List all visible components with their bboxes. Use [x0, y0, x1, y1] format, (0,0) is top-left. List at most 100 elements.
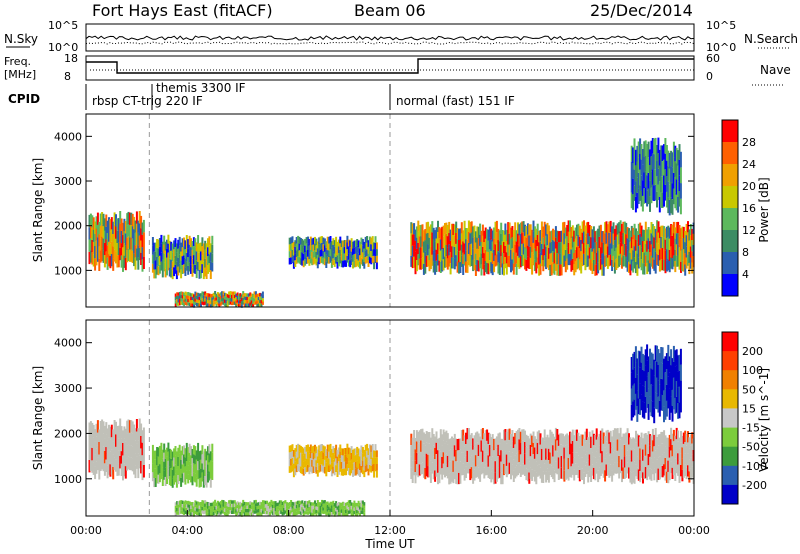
power-cell: [680, 261, 682, 273]
velocity-cell: [500, 450, 503, 462]
velocity-cell: [340, 509, 343, 513]
power-cell: [308, 252, 311, 260]
power-cell: [292, 255, 295, 263]
velocity-cell: [470, 455, 473, 467]
power-cell: [681, 226, 684, 238]
power-cell: [207, 293, 209, 297]
velocity-colorbar-swatch: [722, 427, 738, 448]
power-cell: [94, 246, 97, 259]
velocity-cell: [301, 507, 304, 511]
power-cell: [616, 256, 619, 269]
power-cell: [636, 177, 639, 193]
velocity-cell: [606, 441, 609, 453]
velocity-cell: [319, 502, 322, 506]
power-cell: [472, 237, 475, 249]
velocity-cell: [531, 435, 534, 447]
velocity-cell: [267, 502, 270, 506]
velocity-cell: [647, 442, 650, 454]
velocity-cell: [439, 429, 442, 441]
velocity-cell: [671, 467, 674, 479]
velocity-cell: [336, 449, 339, 457]
power-cell: [308, 245, 311, 253]
velocity-cell: [292, 463, 295, 471]
power-cell: [480, 230, 483, 242]
velocity-cell: [661, 379, 664, 395]
velocity-cell: [235, 505, 238, 510]
power-cell: [154, 269, 157, 279]
power-cell: [183, 255, 185, 265]
velocity-cell: [556, 463, 559, 475]
velocity-colorbar-swatch: [722, 370, 738, 390]
power-cell: [663, 191, 665, 207]
power-cell: [483, 241, 486, 254]
power-cell: [123, 255, 126, 268]
power-cell: [556, 230, 559, 242]
velocity-cell: [633, 461, 636, 473]
power-cell: [625, 256, 628, 268]
power-cell: [201, 291, 204, 295]
velocity-cell: [336, 503, 339, 507]
velocity-cell: [259, 501, 262, 506]
power-cell: [439, 239, 442, 251]
velocity-cell: [497, 444, 500, 456]
power-cell: [328, 257, 331, 264]
velocity-cell: [597, 436, 600, 448]
power-cell: [594, 253, 597, 265]
power-cell: [171, 270, 174, 280]
velocity-cell: [266, 507, 269, 511]
power-cell: [199, 242, 202, 252]
power-cell: [96, 249, 99, 262]
power-cell: [476, 237, 479, 249]
velocity-cell: [643, 467, 646, 479]
velocity-cell: [180, 506, 183, 511]
power-colorbar-label: Power [dB]: [757, 177, 771, 242]
power-cell: [177, 266, 180, 276]
power-cell: [226, 297, 229, 301]
velocity-cell: [576, 429, 578, 441]
power-cell: [682, 226, 685, 239]
velocity-cell: [323, 510, 326, 514]
power-cell: [639, 222, 642, 234]
velocity-cell: [590, 470, 593, 482]
power-cell: [225, 299, 228, 304]
power-cell: [429, 235, 432, 247]
power-cell: [101, 224, 104, 237]
power-cell: [211, 304, 214, 308]
power-cell: [647, 157, 650, 173]
freq-tick-bottom: 8: [64, 70, 71, 83]
velocity-cell: [308, 453, 311, 461]
power-cell: [567, 242, 570, 254]
power-cell: [540, 232, 543, 244]
velocity-cell: [126, 420, 129, 434]
velocity-cell: [639, 383, 642, 399]
velocity-cell: [656, 361, 658, 378]
power-cell: [521, 243, 524, 255]
velocity-cell: [94, 466, 97, 480]
power-cell: [183, 296, 186, 300]
velocity-cell: [495, 436, 498, 448]
power-cell: [413, 223, 416, 235]
power-cell: [442, 225, 445, 237]
power-cell: [415, 237, 418, 249]
power-cell: [291, 243, 294, 250]
power-cell: [375, 255, 378, 263]
power-cell: [187, 302, 190, 306]
velocity-cell: [297, 507, 300, 511]
power-cell: [109, 219, 112, 232]
velocity-cell: [643, 371, 646, 387]
velocity-cell: [463, 458, 466, 470]
velocity-cell: [518, 450, 521, 462]
power-cell: [360, 251, 363, 258]
power-cell: [322, 244, 325, 251]
velocity-cell: [605, 430, 608, 442]
power-cell: [642, 229, 644, 241]
power-cell: [345, 246, 347, 254]
power-cell: [425, 222, 428, 234]
velocity-cell: [102, 458, 105, 472]
power-cell: [453, 224, 456, 236]
velocity-cell: [158, 445, 161, 455]
velocity-cell: [634, 346, 637, 363]
velocity-cell: [356, 503, 359, 507]
velocity-cell: [444, 443, 446, 455]
power-cell: [592, 237, 595, 249]
